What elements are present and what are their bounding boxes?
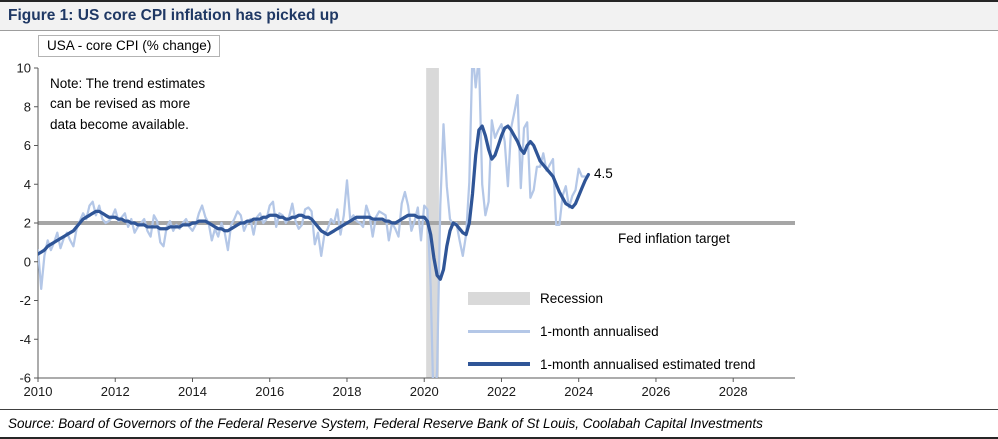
chart-note: Note: The trend estimates can be revised… [50, 76, 206, 132]
legend-label-recession: Recession [540, 290, 604, 306]
latest-value-annotation: 4.5 [594, 166, 613, 181]
y-tick-label: -4 [19, 332, 31, 347]
legend-item-trend: 1-month annualised estimated trend [468, 353, 755, 375]
x-tick-label: 2024 [564, 384, 593, 399]
series-line-0 [38, 68, 587, 378]
figure-title: Figure 1: US core CPI inflation has pick… [8, 7, 339, 24]
chart-axis-label: USA - core CPI (% change) [38, 35, 221, 57]
y-tick-label: 4 [24, 177, 31, 192]
y-tick-label: 0 [24, 254, 31, 269]
source-bar: Source: Board of Governors of the Federa… [0, 409, 998, 439]
chart-legend: Recession 1-month annualised 1-month ann… [468, 287, 755, 386]
x-tick-label: 2018 [333, 384, 362, 399]
y-tick-label: 10 [17, 61, 31, 76]
y-tick-label: 6 [24, 138, 31, 153]
x-tick-label: 2020 [410, 384, 439, 399]
x-tick-label: 2028 [719, 384, 748, 399]
dark-line-swatch [468, 362, 530, 366]
source-text: Source: Board of Governors of the Federa… [8, 416, 763, 431]
legend-item-recession: Recession [468, 287, 755, 309]
legend-item-1m-annualised: 1-month annualised [468, 320, 755, 342]
legend-label-1m-annualised: 1-month annualised [540, 323, 659, 339]
y-tick-label: 2 [24, 216, 31, 231]
series-line-1 [38, 124, 591, 281]
light-line-swatch [468, 329, 530, 333]
x-tick-label: 2026 [641, 384, 670, 399]
x-tick-label: 2010 [24, 384, 53, 399]
recession-swatch [468, 291, 530, 305]
x-tick-label: 2012 [101, 384, 130, 399]
figure-title-bar: Figure 1: US core CPI inflation has pick… [0, 0, 998, 31]
x-tick-label: 2016 [255, 384, 284, 399]
legend-label-trend: 1-month annualised estimated trend [540, 356, 756, 372]
x-tick-label: 2014 [178, 384, 207, 399]
y-tick-label: 8 [24, 99, 31, 114]
fed-inflation-target-label: Fed inflation target [618, 231, 730, 246]
x-tick-label: 2022 [487, 384, 516, 399]
y-tick-label: -6 [19, 371, 31, 386]
y-tick-label: -2 [19, 293, 31, 308]
